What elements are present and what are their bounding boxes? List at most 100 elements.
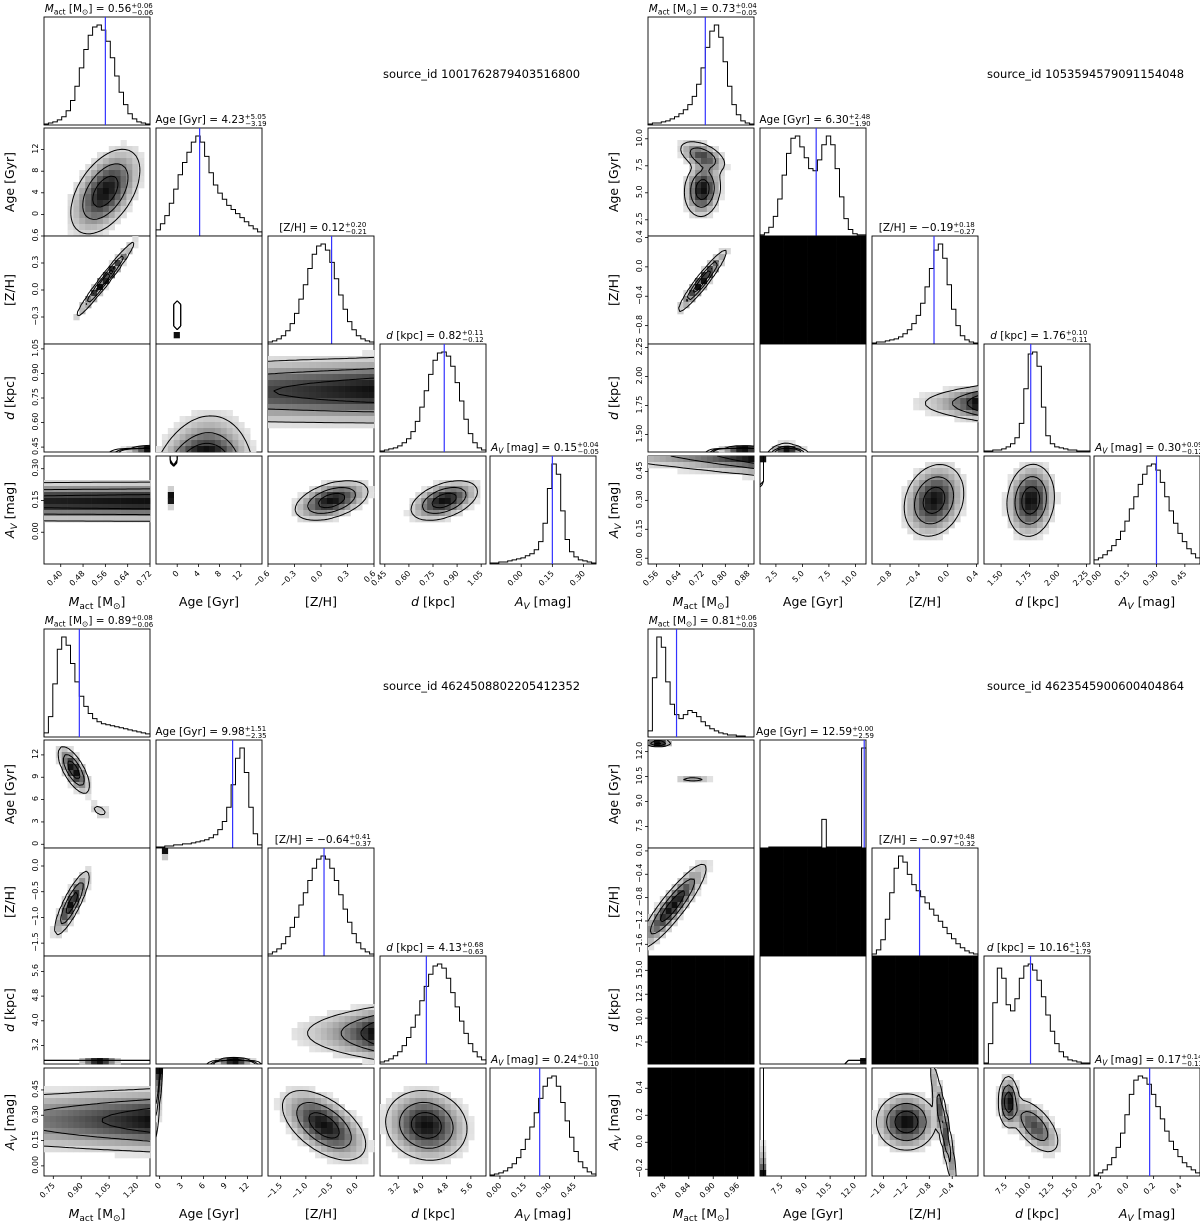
density-cell bbox=[765, 938, 773, 945]
density-cell bbox=[220, 428, 227, 435]
density-cell bbox=[1037, 492, 1044, 499]
density-cell bbox=[238, 440, 245, 447]
density-cell bbox=[742, 1010, 749, 1017]
density-cell bbox=[807, 290, 814, 297]
density-cell bbox=[297, 504, 304, 511]
density-cell bbox=[1025, 468, 1032, 475]
density-cell bbox=[297, 498, 304, 505]
density-cell bbox=[919, 480, 926, 487]
density-cell bbox=[1013, 534, 1020, 541]
density-cell bbox=[783, 872, 790, 879]
density-cell bbox=[919, 980, 926, 987]
density-cell bbox=[291, 1116, 298, 1123]
density-cell bbox=[309, 386, 316, 393]
density-cell bbox=[409, 1134, 416, 1141]
density-cell bbox=[860, 932, 867, 939]
density-cell bbox=[368, 1046, 375, 1053]
density-cell bbox=[309, 1104, 316, 1111]
density-cell bbox=[683, 1152, 690, 1159]
density-cell bbox=[901, 1098, 908, 1105]
density-cell bbox=[291, 398, 298, 405]
density-cell bbox=[724, 1164, 731, 1171]
density-cell bbox=[309, 1022, 316, 1029]
panel-frame bbox=[155, 739, 263, 849]
x-tick-label: 0.15 bbox=[1113, 569, 1132, 588]
density-cell bbox=[268, 374, 275, 381]
density-cell bbox=[907, 522, 914, 529]
density-cell bbox=[120, 1092, 127, 1099]
density-cell bbox=[972, 1022, 979, 1029]
density-cell bbox=[297, 1034, 304, 1041]
density-cell bbox=[108, 218, 115, 225]
density-cell bbox=[433, 1104, 440, 1111]
density-cell bbox=[356, 422, 363, 429]
density-cell bbox=[91, 1116, 98, 1123]
density-cell bbox=[813, 338, 820, 345]
joint-panel bbox=[647, 739, 755, 849]
density-cell bbox=[830, 302, 837, 309]
density-cell bbox=[848, 902, 855, 909]
density-cell bbox=[653, 456, 661, 463]
density-cell bbox=[813, 938, 820, 945]
density-cell bbox=[801, 332, 808, 339]
density-cell bbox=[701, 980, 708, 987]
density-cell bbox=[836, 284, 843, 291]
density-cell bbox=[1019, 522, 1026, 529]
density-cell bbox=[108, 1122, 115, 1129]
density-cell bbox=[824, 278, 831, 285]
density-cell bbox=[877, 1122, 885, 1129]
density-cell bbox=[925, 998, 932, 1005]
density-cell bbox=[338, 380, 345, 387]
density-cell bbox=[795, 908, 802, 915]
density-cell bbox=[185, 422, 192, 429]
density-cell bbox=[972, 1058, 979, 1065]
density-cell bbox=[907, 1140, 914, 1147]
density-cell bbox=[653, 926, 661, 933]
density-cell bbox=[474, 498, 481, 505]
density-cell bbox=[795, 854, 802, 861]
density-cell bbox=[695, 1010, 702, 1017]
density-cell bbox=[736, 956, 743, 963]
density-cell bbox=[930, 480, 938, 487]
density-cell bbox=[689, 1058, 696, 1065]
density-cell bbox=[789, 284, 796, 291]
title-plus-error: +0.08 bbox=[131, 614, 152, 622]
density-cell bbox=[67, 480, 74, 487]
density-cell bbox=[836, 302, 843, 309]
density-cell bbox=[695, 998, 702, 1005]
density-cell bbox=[648, 1092, 655, 1099]
density-cell bbox=[1001, 510, 1008, 517]
density-cell bbox=[948, 1146, 955, 1153]
density-cell bbox=[279, 422, 286, 429]
density-cell bbox=[67, 1110, 74, 1117]
density-cell bbox=[309, 1028, 316, 1035]
density-cell bbox=[309, 1146, 316, 1153]
density-cell bbox=[901, 962, 908, 969]
density-cell bbox=[706, 1022, 714, 1029]
density-cell bbox=[842, 938, 849, 945]
density-cell bbox=[925, 1028, 932, 1035]
density-cell bbox=[415, 1086, 422, 1093]
density-cell bbox=[771, 266, 778, 273]
density-cell bbox=[1013, 474, 1020, 481]
density-cell bbox=[913, 974, 920, 981]
density-cell bbox=[114, 212, 121, 219]
density-cell bbox=[303, 1134, 310, 1141]
density-cell bbox=[659, 1140, 666, 1147]
density-cell bbox=[748, 456, 755, 463]
density-cell bbox=[648, 962, 655, 969]
density-cell bbox=[942, 1010, 949, 1017]
density-cell bbox=[415, 1122, 422, 1129]
density-cell bbox=[795, 236, 802, 243]
density-cell bbox=[960, 416, 967, 423]
density-cell bbox=[748, 992, 755, 999]
density-cell bbox=[85, 1122, 92, 1129]
density-cell bbox=[362, 1040, 369, 1047]
density-cell bbox=[350, 1128, 357, 1135]
density-cell bbox=[203, 428, 210, 435]
density-cell bbox=[925, 398, 932, 405]
density-cell bbox=[279, 368, 286, 375]
density-cell bbox=[291, 1122, 298, 1129]
density-cell bbox=[167, 428, 174, 435]
density-cell bbox=[748, 1040, 755, 1047]
